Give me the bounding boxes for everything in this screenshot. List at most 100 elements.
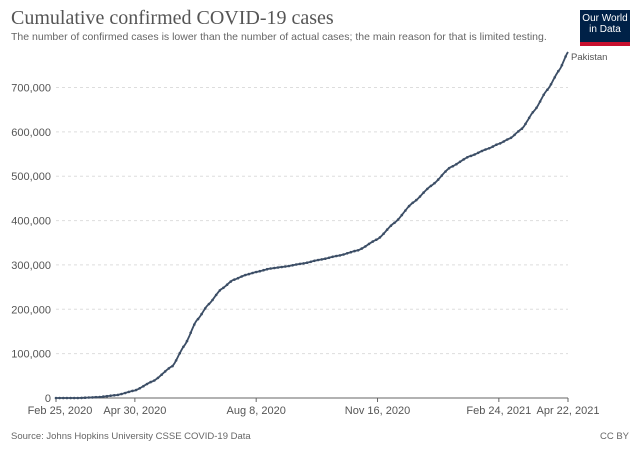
data-point <box>112 394 116 397</box>
data-point <box>142 384 145 388</box>
license-link[interactable]: CC BY <box>599 431 629 442</box>
y-tick-label: 300,000 <box>11 260 51 272</box>
data-point <box>265 267 269 271</box>
y-tick-label: 0 <box>45 393 51 405</box>
series-layer <box>54 51 569 400</box>
data-point <box>269 267 273 270</box>
data-point <box>542 93 545 97</box>
data-point <box>455 162 458 166</box>
data-point <box>400 213 404 217</box>
axes <box>55 397 569 402</box>
data-point <box>335 254 338 258</box>
data-point <box>422 191 425 194</box>
data-point <box>294 263 298 266</box>
data-point <box>385 228 389 231</box>
data-point <box>185 339 189 343</box>
data-point <box>163 370 167 373</box>
data-point <box>349 250 353 254</box>
data-point <box>153 379 156 382</box>
data-point <box>498 142 502 145</box>
owid-logo[interactable]: Our World in Data <box>580 10 630 46</box>
data-point <box>324 257 327 261</box>
data-point <box>254 270 258 274</box>
data-point <box>342 253 345 256</box>
data-point <box>502 140 506 143</box>
data-point <box>509 136 513 140</box>
data-point <box>193 323 196 326</box>
data-point <box>109 394 112 398</box>
data-point <box>444 170 447 173</box>
data-point <box>72 396 76 400</box>
data-point <box>145 382 149 386</box>
data-point <box>313 259 316 263</box>
data-point <box>429 184 433 188</box>
data-point <box>120 392 123 396</box>
data-point <box>138 387 141 390</box>
data-point <box>327 256 331 260</box>
data-point <box>564 55 567 58</box>
data-point <box>203 307 207 310</box>
data-point <box>174 359 178 362</box>
labels: 0 100,000 200,000 300,000 400,000 500,000 600,… <box>11 52 607 417</box>
data-point <box>338 254 342 257</box>
data-point <box>447 166 451 170</box>
grid-lines <box>56 86 568 355</box>
data-point <box>415 198 418 202</box>
data-point <box>171 364 174 368</box>
data-point <box>426 187 429 191</box>
x-tick-label: Apr 22, 2021 <box>537 405 600 417</box>
data-point <box>211 298 214 302</box>
data-point <box>364 245 367 248</box>
data-point <box>466 156 469 159</box>
data-point <box>178 351 182 355</box>
data-point <box>273 266 276 270</box>
data-point <box>404 209 407 212</box>
data-point <box>331 255 334 259</box>
data-point <box>302 262 305 265</box>
data-point <box>316 258 320 262</box>
data-point <box>167 367 171 370</box>
data-point <box>207 302 211 306</box>
data-point <box>182 345 185 349</box>
data-point <box>531 111 535 114</box>
data-point <box>160 373 163 377</box>
logo-accent-bar <box>580 42 630 46</box>
data-point <box>367 242 371 246</box>
x-tick-label: Nov 16, 2020 <box>345 405 410 417</box>
data-point <box>87 396 91 399</box>
data-point <box>62 396 65 400</box>
data-point <box>476 151 480 155</box>
data-point <box>116 393 120 397</box>
data-point <box>553 76 556 79</box>
data-point <box>247 272 251 276</box>
data-point <box>436 178 440 181</box>
data-point <box>360 247 364 250</box>
data-point <box>546 88 549 91</box>
data-point <box>131 389 134 393</box>
y-tick-label: 400,000 <box>11 216 51 228</box>
data-point <box>280 265 284 269</box>
data-point <box>411 201 415 205</box>
data-point <box>527 116 531 120</box>
data-point <box>517 130 520 133</box>
data-point <box>382 232 385 235</box>
y-tick-label: 600,000 <box>11 127 51 139</box>
data-point <box>469 154 473 158</box>
data-point <box>396 218 400 221</box>
data-point <box>407 204 411 208</box>
data-point <box>225 283 229 287</box>
data-point <box>258 269 262 273</box>
data-point <box>305 261 309 265</box>
data-point <box>65 396 69 400</box>
data-point <box>94 395 98 399</box>
chart-title: Cumulative confirmed COVID-19 cases <box>11 7 334 29</box>
data-point <box>462 158 466 161</box>
data-point <box>484 148 487 151</box>
data-point <box>69 396 72 400</box>
data-point <box>80 396 83 400</box>
data-point <box>524 122 527 126</box>
x-tick-label: Aug 8, 2020 <box>227 405 286 417</box>
data-point <box>233 278 236 281</box>
x-tick-label: Apr 30, 2020 <box>103 405 166 417</box>
data-point <box>320 258 324 261</box>
